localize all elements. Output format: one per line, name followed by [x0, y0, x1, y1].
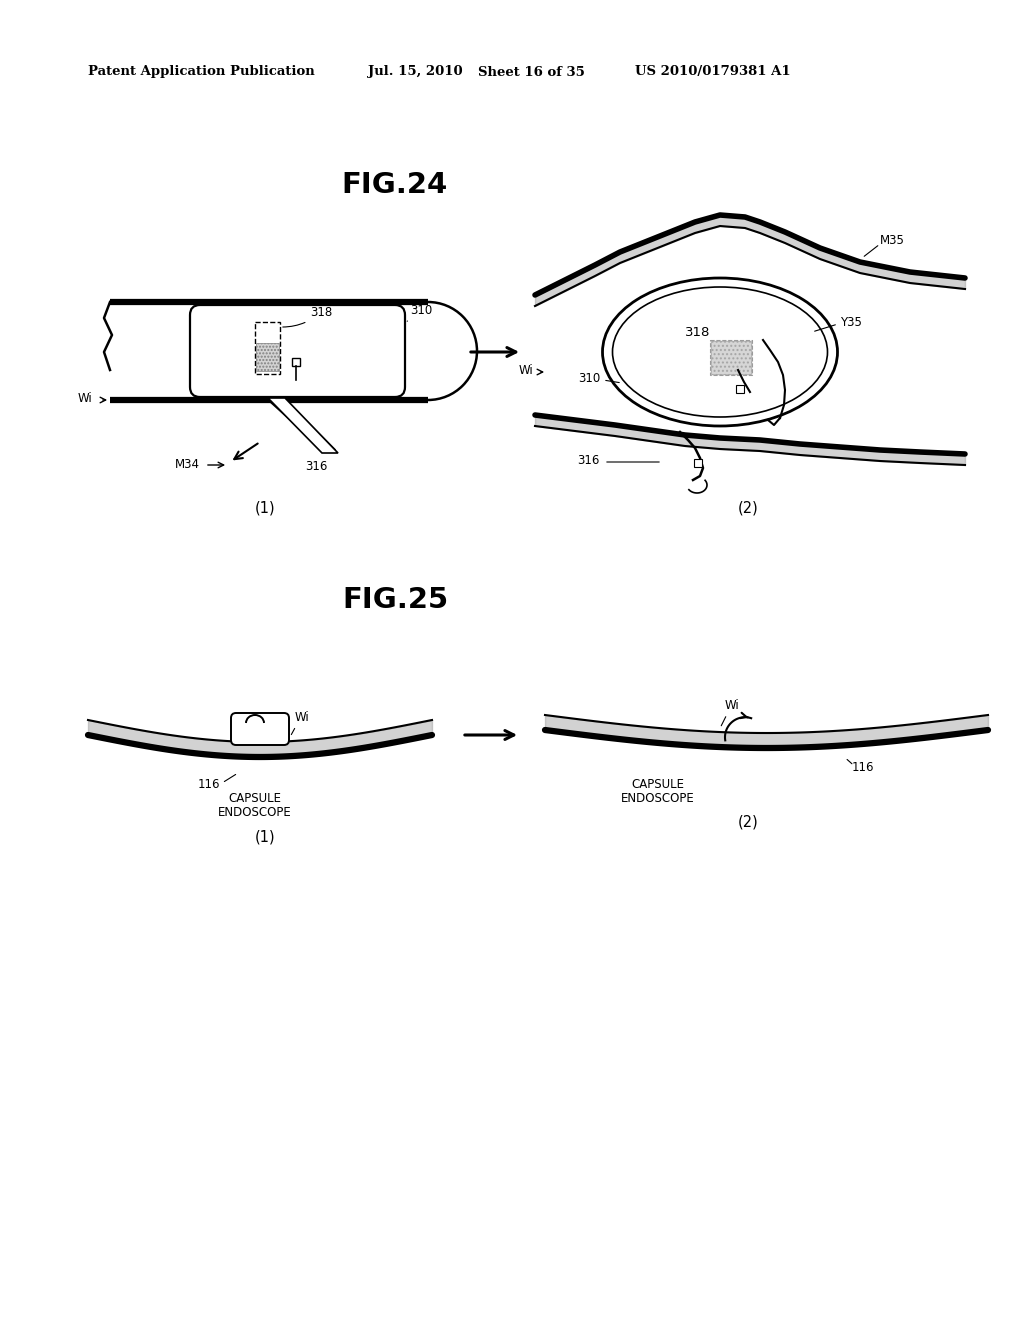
Polygon shape — [268, 399, 338, 453]
Text: US 2010/0179381 A1: US 2010/0179381 A1 — [635, 66, 791, 78]
Text: 318: 318 — [685, 326, 711, 338]
FancyBboxPatch shape — [190, 305, 406, 397]
Text: Wi: Wi — [518, 363, 534, 376]
Text: Wi: Wi — [725, 700, 739, 713]
Text: (2): (2) — [737, 500, 759, 516]
Text: (1): (1) — [255, 829, 275, 845]
Text: Sheet 16 of 35: Sheet 16 of 35 — [478, 66, 585, 78]
Text: 316: 316 — [305, 459, 328, 473]
Ellipse shape — [602, 279, 838, 426]
Text: 310: 310 — [408, 304, 432, 321]
Ellipse shape — [612, 286, 827, 417]
Text: Y35: Y35 — [840, 315, 862, 329]
Text: 310: 310 — [578, 371, 600, 384]
Bar — [292, 358, 300, 366]
Bar — [711, 341, 751, 374]
Text: FIG.24: FIG.24 — [342, 172, 449, 199]
Bar — [256, 343, 279, 371]
Bar — [694, 459, 702, 467]
Text: 116: 116 — [198, 779, 220, 792]
Text: Patent Application Publication: Patent Application Publication — [88, 66, 314, 78]
Text: M35: M35 — [880, 234, 905, 247]
Bar — [255, 322, 280, 374]
Text: (1): (1) — [255, 500, 275, 516]
FancyBboxPatch shape — [231, 713, 289, 744]
Text: CAPSULE: CAPSULE — [228, 792, 282, 805]
Text: 318: 318 — [283, 305, 332, 327]
Text: CAPSULE: CAPSULE — [632, 777, 684, 791]
Text: FIG.25: FIG.25 — [342, 586, 449, 614]
Text: Wi: Wi — [77, 392, 92, 404]
Bar — [710, 341, 752, 375]
Bar — [736, 385, 744, 393]
Text: 316: 316 — [578, 454, 600, 466]
Text: ENDOSCOPE: ENDOSCOPE — [622, 792, 695, 805]
Text: (2): (2) — [737, 814, 759, 830]
Text: Jul. 15, 2010: Jul. 15, 2010 — [368, 66, 463, 78]
Text: 116: 116 — [852, 762, 874, 774]
Text: Wi: Wi — [295, 711, 309, 723]
Text: M34: M34 — [175, 458, 200, 471]
Text: ENDOSCOPE: ENDOSCOPE — [218, 807, 292, 820]
